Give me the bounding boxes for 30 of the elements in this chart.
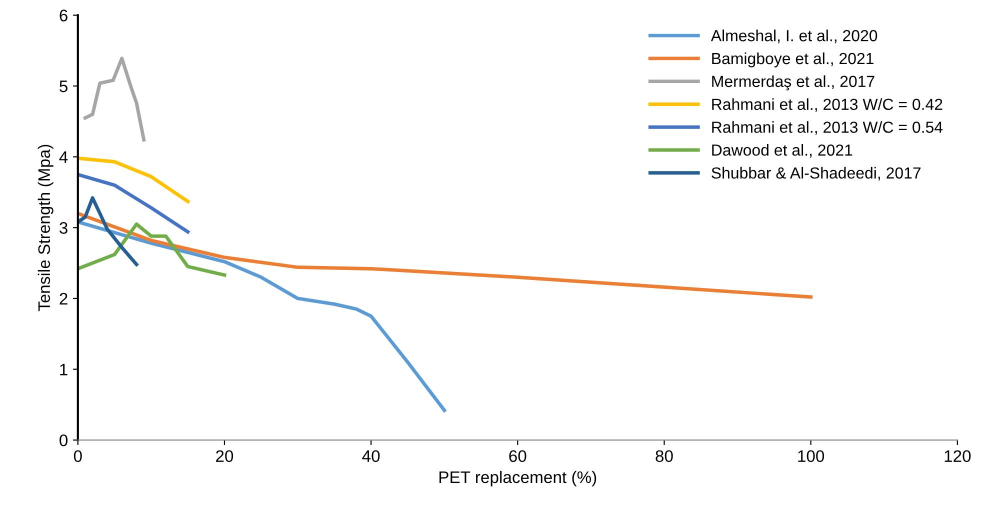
y-tick-label: 1	[60, 364, 68, 376]
x-tick-label: 60	[509, 450, 526, 462]
line-series	[78, 222, 226, 277]
x-tick-label: 80	[656, 450, 673, 462]
y-tick-label: 6	[60, 10, 68, 22]
y-axis-title: Tensile Strength (Mpa)	[38, 144, 54, 312]
x-tick-label: 40	[362, 450, 380, 462]
line-series	[78, 196, 138, 266]
line-series	[78, 220, 446, 412]
legend-label: Mermerdaş et al., 2017	[712, 75, 874, 90]
x-tick-label: 0	[74, 450, 82, 462]
legend-label: Rahmani et al., 2013 W/C = 0.54	[712, 121, 943, 135]
x-tick-label: 120	[944, 450, 971, 462]
line-series	[83, 56, 146, 142]
legend-label: Almeshal, I. et al., 2020	[710, 30, 878, 44]
y-tick-label: 0	[60, 434, 68, 446]
y-tick-label: 5	[60, 80, 68, 92]
x-tick-label: 20	[216, 450, 234, 462]
y-tick-label: 3	[60, 222, 68, 234]
line-series	[78, 172, 190, 234]
line-series	[78, 156, 190, 204]
legend-label: Shubbar & Al-Shadeedi, 2017	[712, 166, 921, 181]
y-tick-label: 2	[60, 292, 68, 304]
legend-label: Dawood et al., 2021	[712, 144, 852, 158]
legend-label: Rahmani et al., 2013 W/C = 0.42	[712, 98, 942, 112]
line-series	[78, 212, 813, 299]
x-tick-label: 100	[798, 450, 824, 462]
legend-label: Bamigboye et al., 2021	[712, 52, 874, 68]
y-tick-label: 4	[59, 151, 68, 163]
x-axis-title: PET replacement (%)	[440, 470, 596, 486]
